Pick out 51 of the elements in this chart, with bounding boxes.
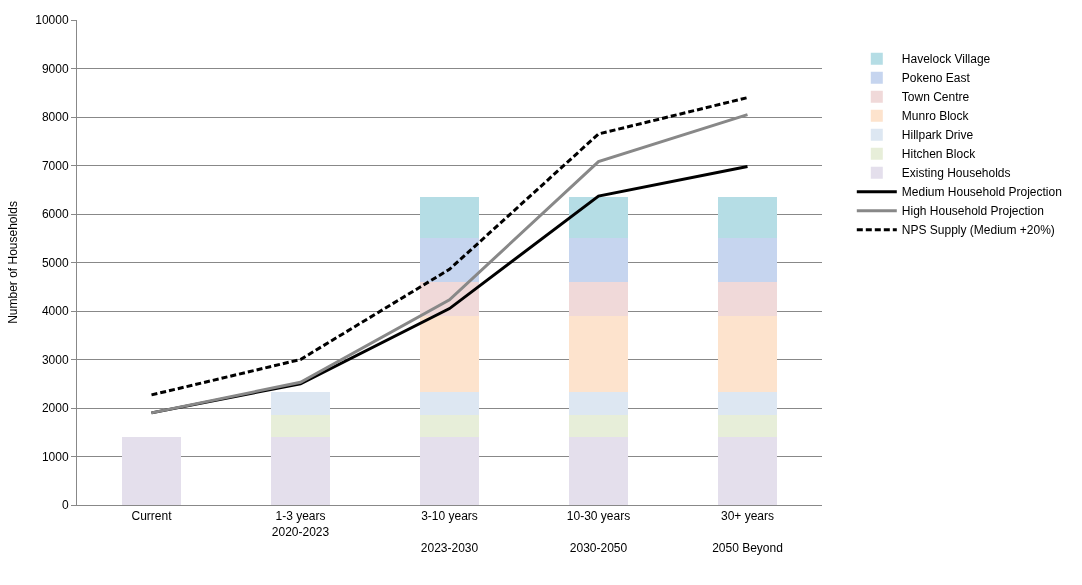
- bar: [717, 238, 778, 282]
- legend-label: Havelock Village: [901, 52, 991, 67]
- y-tick-label: 5000: [41, 255, 69, 270]
- y-tick-label: 9000: [41, 61, 69, 76]
- y-tick-label: 3000: [41, 352, 69, 367]
- bar: [717, 392, 778, 416]
- bar: [419, 392, 480, 416]
- x-tick-label: Current: [131, 509, 173, 524]
- bar: [419, 197, 480, 239]
- bar: [568, 315, 629, 393]
- category-label: 3-10 years 2023-2030: [420, 509, 479, 555]
- legend-label: Existing Households: [901, 166, 1011, 181]
- legend-label: Munro Block: [901, 109, 970, 124]
- bar: [419, 437, 480, 505]
- bar: [568, 392, 629, 416]
- bar: [121, 437, 182, 505]
- legend-label: High Household Projection: [901, 204, 1044, 219]
- y-tick-label: 4000: [41, 304, 69, 319]
- y-tick-label: 0: [61, 498, 69, 513]
- legend-label: Hitchen Block: [901, 147, 977, 162]
- bar: [568, 437, 629, 505]
- bar: [270, 392, 331, 416]
- y-tick-label: 6000: [41, 207, 69, 222]
- y-tick-label: 7000: [41, 158, 69, 173]
- y-tick-label: 1000: [41, 449, 69, 464]
- bar: [717, 415, 778, 438]
- legend-label: Medium Household Projection: [901, 185, 1062, 200]
- y-axis-title: Number of Households: [5, 201, 20, 324]
- x-tick-label: 1-3 years 2020-2023: [271, 509, 330, 539]
- bar: [717, 281, 778, 316]
- category-label: 10-30 years 2030-2050: [566, 509, 631, 555]
- bar: [717, 197, 778, 239]
- bar: [568, 281, 629, 316]
- bar: [419, 315, 480, 393]
- bar: [568, 238, 629, 282]
- legend-label: NPS Supply (Medium +20%): [901, 223, 1055, 238]
- bar: [568, 415, 629, 438]
- y-tick-label: 8000: [41, 110, 69, 125]
- legend-label: Hillpark Drive: [901, 128, 974, 143]
- bar: [717, 437, 778, 505]
- legend-label: Town Centre: [901, 90, 970, 105]
- legend-label: Pokeno East: [901, 71, 971, 86]
- category-label: 30+ years 2050 Beyond: [712, 509, 783, 555]
- y-tick-label: 10000: [35, 13, 69, 28]
- bar: [419, 238, 480, 282]
- bar: [717, 315, 778, 393]
- bar: [568, 197, 629, 239]
- y-tick-label: 2000: [41, 401, 69, 416]
- bar: [270, 437, 331, 505]
- bar: [270, 415, 331, 438]
- bar: [419, 415, 480, 438]
